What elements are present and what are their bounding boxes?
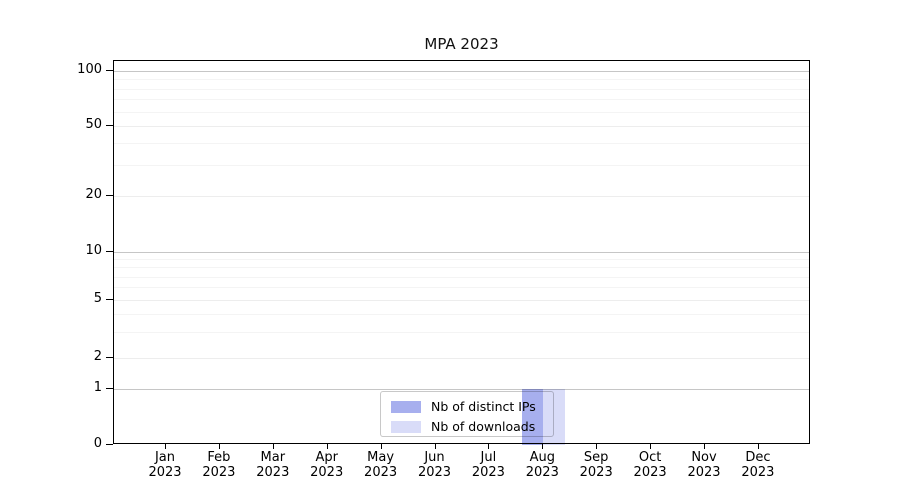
legend-label-distinct-ips: Nb of distinct IPs [431, 399, 536, 414]
y-tick-mark [106, 125, 113, 126]
x-tick-year: 2023 [256, 465, 290, 480]
legend-entry-downloads: Nb of downloads [391, 418, 553, 435]
gridline-minor [114, 314, 809, 316]
x-tick-mark [542, 444, 544, 449]
y-tick-mark [106, 299, 113, 300]
x-tick-year: 2023 [687, 465, 721, 480]
gridline-major [114, 196, 809, 197]
gridline-major [114, 252, 809, 253]
y-tick-mark [106, 195, 113, 196]
x-tick-label: Dec 2023 [730, 450, 786, 480]
y-tick-label: 2 [93, 349, 102, 364]
bar-distinct-ips [521, 389, 544, 445]
x-tick-mark [596, 444, 598, 449]
y-tick-label: 20 [85, 187, 102, 202]
x-tick-mark [704, 444, 705, 449]
x-tick-month: Mar [260, 450, 286, 465]
y-tick-label: 50 [85, 117, 102, 132]
x-tick-mark [488, 444, 490, 449]
x-tick-mark [272, 444, 274, 449]
gridline-minor [114, 111, 809, 113]
x-tick-year: 2023 [364, 465, 398, 480]
x-tick-label: Jul 2023 [460, 450, 516, 480]
x-tick-label: Aug 2023 [514, 450, 570, 480]
x-tick-mark [650, 444, 652, 449]
gridline-major [114, 126, 809, 127]
gridline-minor [114, 79, 809, 81]
y-tick-label: 1 [93, 380, 102, 395]
legend-entry-distinct-ips: Nb of distinct IPs [391, 398, 553, 415]
chart-title: MPA 2023 [424, 35, 499, 53]
x-tick-label: Jan 2023 [137, 450, 193, 480]
x-tick-label: Sep 2023 [568, 450, 624, 480]
x-tick-year: 2023 [579, 465, 613, 480]
gridline-major [114, 389, 809, 390]
x-tick-year: 2023 [148, 465, 182, 480]
y-tick-label: 10 [85, 243, 102, 258]
gridline-minor [114, 88, 809, 90]
gridline-minor [114, 287, 809, 289]
x-tick-month: Jul [480, 450, 497, 465]
x-tick-month: Dec [745, 450, 771, 465]
x-tick-mark [165, 444, 166, 449]
gridline-major [114, 300, 809, 301]
legend-label-downloads: Nb of downloads [431, 419, 536, 434]
x-tick-year: 2023 [633, 465, 667, 480]
x-tick-label: May 2023 [353, 450, 409, 480]
x-tick-label: Nov 2023 [676, 450, 732, 480]
x-tick-month: May [367, 450, 395, 465]
x-tick-month: Feb [207, 450, 231, 465]
x-tick-year: 2023 [310, 465, 344, 480]
y-tick-mark [106, 388, 113, 389]
x-tick-label: Mar 2023 [245, 450, 301, 480]
y-tick-label: 100 [77, 62, 102, 77]
gridline-minor [114, 99, 809, 101]
x-tick-month: Apr [315, 450, 338, 465]
x-tick-label: Apr 2023 [299, 450, 355, 480]
x-tick-year: 2023 [202, 465, 236, 480]
legend-swatch-downloads [391, 420, 421, 433]
x-tick-month: Oct [638, 450, 662, 465]
x-tick-year: 2023 [741, 465, 775, 480]
y-tick-label: 0 [93, 436, 102, 451]
legend-swatch-distinct-ips [391, 400, 421, 413]
x-tick-year: 2023 [525, 465, 559, 480]
x-tick-month: Aug [529, 450, 555, 465]
x-tick-mark [434, 444, 436, 449]
y-tick-mark [106, 251, 113, 252]
y-tick-label: 5 [93, 291, 102, 306]
bar-downloads [543, 389, 565, 445]
y-tick-mark [106, 70, 113, 71]
gridline-minor [114, 332, 809, 334]
gridline-minor [114, 143, 809, 145]
x-tick-mark [380, 444, 382, 449]
x-tick-mark [757, 444, 759, 449]
x-tick-month: Jan [154, 450, 176, 465]
x-tick-label: Oct 2023 [622, 450, 678, 480]
x-tick-year: 2023 [471, 465, 505, 480]
y-tick-mark [106, 444, 113, 445]
x-tick-mark [326, 444, 328, 449]
gridline-major [114, 71, 809, 72]
x-tick-month: Sep [583, 450, 609, 465]
gridline-minor [114, 165, 809, 167]
gridline-minor [114, 276, 809, 278]
x-tick-month: Jun [424, 450, 445, 465]
x-tick-year: 2023 [417, 465, 452, 480]
gridline-minor [114, 267, 809, 269]
y-tick-mark [106, 357, 113, 358]
x-tick-month: Nov [691, 450, 717, 465]
gridline-minor [114, 259, 809, 261]
x-tick-label: Jun 2023 [407, 450, 463, 480]
x-tick-label: Feb 2023 [191, 450, 247, 480]
plot-area: Nb of distinct IPs Nb of downloads [113, 60, 810, 445]
x-tick-mark [218, 444, 220, 449]
gridline-major [114, 358, 809, 359]
